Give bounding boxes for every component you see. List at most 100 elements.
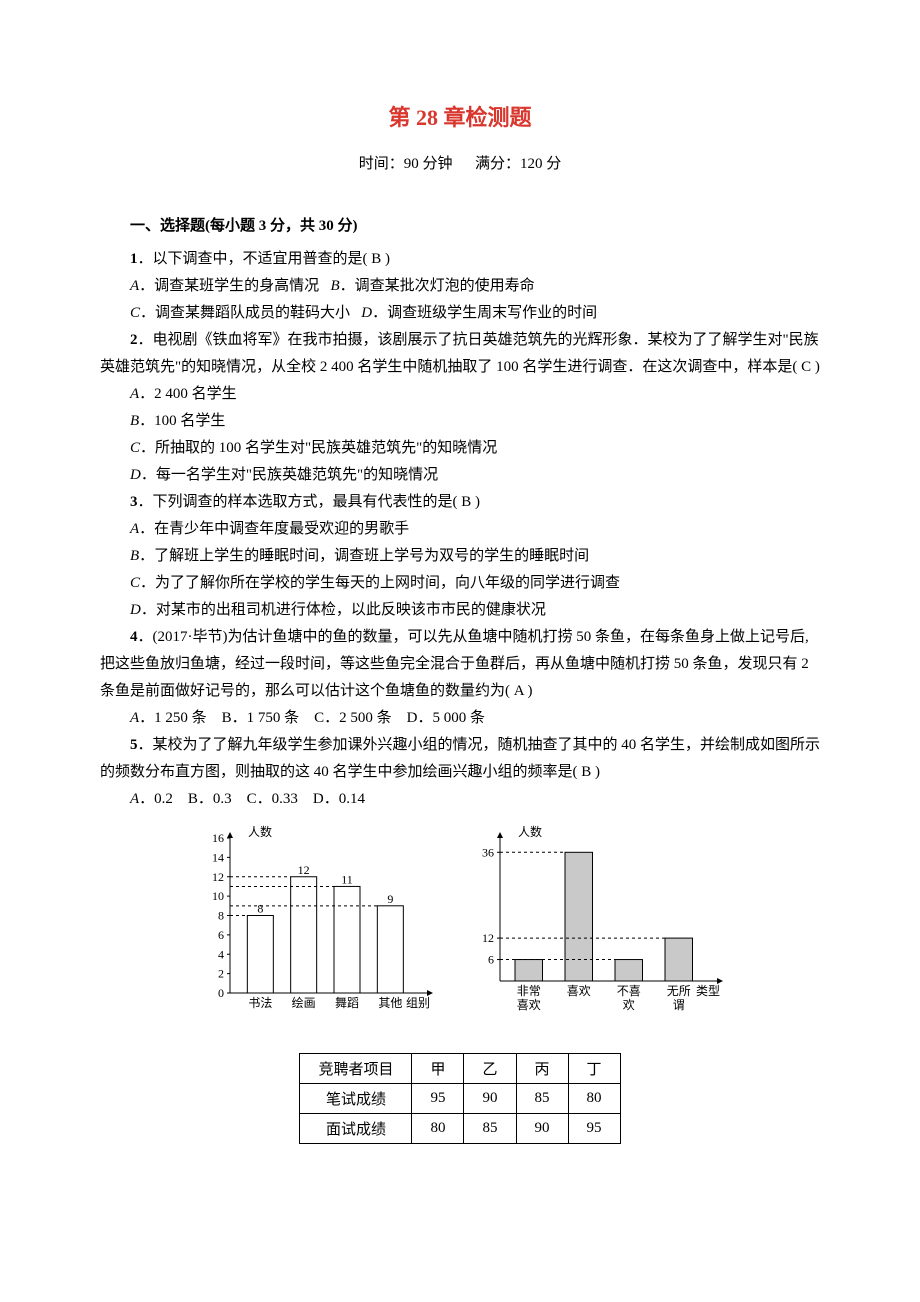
label-a: A — [130, 386, 139, 402]
q1-opt-a: ．调查某班学生的身高情况 — [139, 278, 319, 294]
svg-text:喜欢: 喜欢 — [517, 997, 541, 1012]
svg-text:8: 8 — [257, 902, 263, 916]
question-2: 2．电视剧《铁血将军》在我市拍摄，该剧展示了抗日英雄范筑先的光辉形象．某校为了了… — [100, 327, 820, 381]
section-1-header: 一、选择题(每小题 3 分，共 30 分) — [100, 213, 820, 240]
q1-line-ab: A．调查某班学生的身高情况 B．调查某批次灯泡的使用寿命 — [100, 273, 820, 300]
label-c: C — [130, 575, 140, 591]
th-1: 甲 — [412, 1054, 464, 1084]
label-d: D — [130, 467, 141, 483]
q1-line-cd: C．调查某舞蹈队成员的鞋码大小 D．调查班级学生周末写作业的时间 — [100, 300, 820, 327]
table-row: 笔试成绩 95 90 85 80 — [300, 1084, 620, 1114]
svg-text:人数: 人数 — [248, 824, 272, 839]
svg-text:6: 6 — [488, 953, 494, 967]
q3-opt-c: ．为了了解你所在学校的学生每天的上网时间，向八年级的同学进行调查 — [140, 575, 620, 591]
q2-opt-a: ．2 400 名学生 — [139, 386, 237, 402]
svg-text:绘画: 绘画 — [292, 995, 316, 1010]
q2-b: B．100 名学生 — [100, 408, 820, 435]
svg-text:16: 16 — [212, 831, 224, 845]
svg-text:0: 0 — [218, 986, 224, 1000]
q1-text: ．以下调查中，不适宜用普查的是( B ) — [138, 251, 391, 267]
q1-num: 1 — [130, 251, 138, 267]
svg-text:喜欢: 喜欢 — [567, 983, 591, 998]
question-5: 5．某校为了了解九年级学生参加课外兴趣小组的情况，随机抽查了其中的 40 名学生… — [100, 732, 820, 786]
svg-text:12: 12 — [212, 870, 224, 884]
label-b: B — [130, 413, 139, 429]
score-value: 120 分 — [520, 156, 561, 172]
q4-num: 4 — [130, 629, 138, 645]
svg-text:11: 11 — [341, 872, 353, 886]
label-a: A — [130, 521, 139, 537]
time-value: 90 分钟 — [404, 156, 453, 172]
q3-c: C．为了了解你所在学校的学生每天的上网时间，向八年级的同学进行调查 — [100, 570, 820, 597]
r0c2: 90 — [464, 1084, 516, 1114]
label-a: A — [130, 791, 139, 807]
q3-b: B．了解班上学生的睡眠时间，调查班上学号为双号的学生的睡眠时间 — [100, 543, 820, 570]
meta-line: 时间：90 分钟 满分：120 分 — [100, 152, 820, 173]
label-b: B — [330, 278, 339, 294]
r1c1: 80 — [412, 1114, 464, 1144]
svg-text:舞蹈: 舞蹈 — [335, 996, 359, 1010]
r0c4: 80 — [568, 1084, 620, 1114]
svg-text:非常: 非常 — [517, 984, 541, 998]
th-0: 竞聘者项目 — [300, 1054, 412, 1084]
svg-text:组别: 组别 — [406, 996, 430, 1010]
th-3: 丙 — [516, 1054, 568, 1084]
q2-num: 2 — [130, 332, 138, 348]
q3-d: D．对某市的出租司机进行体检，以此反映该市市民的健康状况 — [100, 597, 820, 624]
svg-text:无所: 无所 — [667, 984, 691, 998]
r1c0: 面试成绩 — [300, 1114, 412, 1144]
r1c2: 85 — [464, 1114, 516, 1144]
q2-opt-d: ．每一名学生对"民族英雄范筑先"的知晓情况 — [141, 467, 438, 483]
label-c: C — [130, 440, 140, 456]
svg-text:6: 6 — [218, 928, 224, 942]
score-label: 满分： — [475, 156, 520, 172]
svg-text:书法: 书法 — [248, 996, 272, 1010]
label-a: A — [130, 278, 139, 294]
q3-num: 3 — [130, 494, 138, 510]
svg-text:不喜: 不喜 — [617, 984, 641, 998]
q3-a: A．在青少年中调查年度最受欢迎的男歌手 — [100, 516, 820, 543]
svg-text:4: 4 — [218, 947, 224, 961]
question-3: 3．下列调查的样本选取方式，最具有代表性的是( B ) — [100, 489, 820, 516]
th-4: 丁 — [568, 1054, 620, 1084]
svg-text:8: 8 — [218, 909, 224, 923]
q5-opts: A．0.2 B．0.3 C．0.33 D．0.14 — [100, 786, 820, 813]
q4-opt-line: ．1 250 条 B．1 750 条 C．2 500 条 D．5 000 条 — [139, 710, 485, 726]
question-1: 1．以下调查中，不适宜用普查的是( B ) — [100, 246, 820, 273]
r0c1: 95 — [412, 1084, 464, 1114]
r1c4: 95 — [568, 1114, 620, 1144]
q5-opt-line: ．0.2 B．0.3 C．0.33 D．0.14 — [139, 791, 365, 807]
svg-text:欢: 欢 — [623, 997, 635, 1012]
svg-text:2: 2 — [218, 967, 224, 981]
svg-text:12: 12 — [482, 931, 494, 945]
svg-text:9: 9 — [387, 892, 393, 906]
q2-d: D．每一名学生对"民族英雄范筑先"的知晓情况 — [100, 462, 820, 489]
table-header-row: 竞聘者项目 甲 乙 丙 丁 — [300, 1054, 620, 1084]
q2-opt-c: ．所抽取的 100 名学生对"民族英雄范筑先"的知晓情况 — [140, 440, 497, 456]
frequency-bar-chart: 0 2 4 6 8 10 12 14 16 8 书法 12 绘画 11 舞蹈 9 其他 人数组别 — [195, 823, 435, 1023]
q2-opt-b: ．100 名学生 — [139, 413, 225, 429]
r0c0: 笔试成绩 — [300, 1084, 412, 1114]
svg-text:谓: 谓 — [673, 998, 685, 1012]
q2-a: A．2 400 名学生 — [100, 381, 820, 408]
q3-opt-a: ．在青少年中调查年度最受欢迎的男歌手 — [139, 521, 409, 537]
label-b: B — [130, 548, 139, 564]
table-row: 面试成绩 80 85 90 95 — [300, 1114, 620, 1144]
th-2: 乙 — [464, 1054, 516, 1084]
q5-num: 5 — [130, 737, 138, 753]
svg-text:10: 10 — [212, 889, 224, 903]
label-d: D — [130, 602, 141, 618]
r0c3: 85 — [516, 1084, 568, 1114]
svg-text:14: 14 — [212, 850, 224, 864]
q3-text: ．下列调查的样本选取方式，最具有代表性的是( B ) — [138, 494, 481, 510]
page-title: 第 28 章检测题 — [100, 100, 820, 132]
score-table: 竞聘者项目 甲 乙 丙 丁 笔试成绩 95 90 85 80 面试成绩 80 8… — [299, 1053, 620, 1144]
q2-text: ．电视剧《铁血将军》在我市拍摄，该剧展示了抗日英雄范筑先的光辉形象．某校为了了解… — [100, 332, 820, 375]
svg-text:其他: 其他 — [378, 996, 402, 1010]
svg-text:12: 12 — [298, 863, 310, 877]
q4-text: ．(2017·毕节)为估计鱼塘中的鱼的数量，可以先从鱼塘中随机打捞 50 条鱼，… — [100, 629, 809, 699]
q5-text: ．某校为了了解九年级学生参加课外兴趣小组的情况，随机抽查了其中的 40 名学生，… — [100, 737, 820, 780]
label-c: C — [130, 305, 140, 321]
label-a: A — [130, 710, 139, 726]
time-label: 时间： — [359, 156, 404, 172]
